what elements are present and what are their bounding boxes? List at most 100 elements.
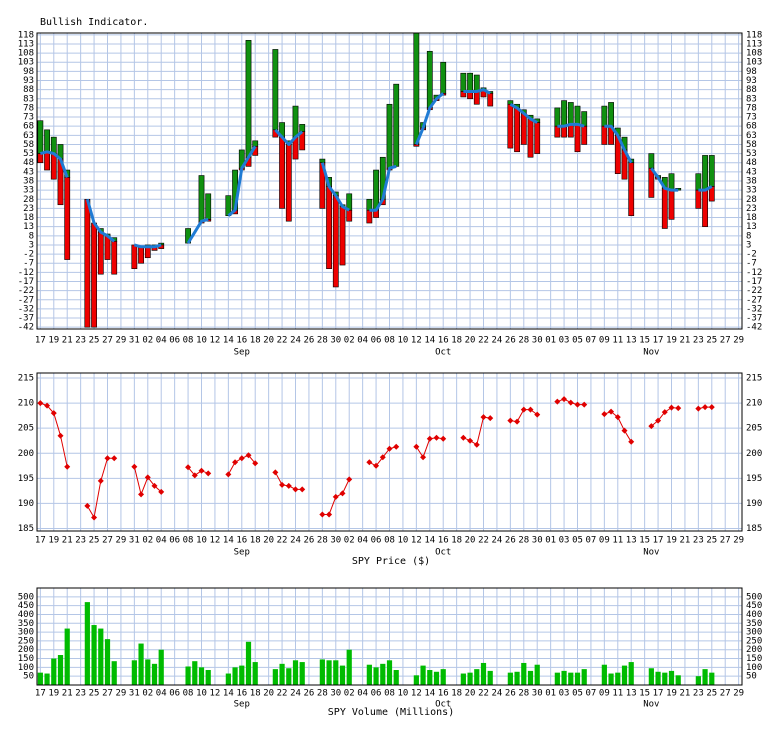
- x-tick-label: 06: [371, 689, 382, 699]
- x-tick-label: 22: [478, 336, 489, 346]
- x-tick-label: 10: [196, 536, 207, 546]
- volume-bar: [561, 670, 567, 685]
- x-tick-label: 24: [492, 336, 503, 346]
- x-tick-label: 18: [250, 336, 261, 346]
- bear-bar: [319, 162, 326, 209]
- volume-bar: [91, 625, 97, 685]
- volume-bar: [239, 665, 245, 685]
- x-tick-label: 20: [465, 536, 476, 546]
- x-tick-label: 19: [48, 536, 59, 546]
- x-tick-label: 18: [250, 536, 261, 546]
- bear-bar: [332, 195, 339, 288]
- volume-bar: [460, 673, 466, 685]
- x-tick-label: 24: [492, 689, 503, 699]
- y-tick-label: 83: [23, 94, 34, 104]
- x-tick-label: 31: [129, 536, 140, 546]
- volume-bar: [655, 671, 661, 685]
- bull-bar: [185, 228, 191, 244]
- indicator-line: [369, 164, 397, 212]
- x-tick-label: 18: [451, 536, 462, 546]
- x-tick-label: 30: [532, 689, 543, 699]
- x-tick-label: 08: [384, 536, 395, 546]
- price-marker: [379, 454, 386, 461]
- bear-bar: [702, 189, 708, 227]
- x-tick-label: 27: [102, 536, 113, 546]
- bull-bar: [205, 193, 212, 220]
- x-tick-label: 20: [465, 336, 476, 346]
- volume-bar: [225, 673, 231, 685]
- x-tick-label: 27: [720, 689, 731, 699]
- bull-bar: [272, 49, 279, 131]
- volume-bar: [64, 628, 70, 685]
- x-tick-label: 05: [572, 536, 583, 546]
- x-tick-label: 07: [586, 536, 597, 546]
- y-tick-label: 185: [18, 524, 34, 534]
- x-tick-label: 25: [706, 536, 717, 546]
- x-tick-label: 17: [35, 336, 46, 346]
- y-tick-label-right: 93: [746, 76, 757, 86]
- x-tick-label: 06: [169, 336, 180, 346]
- price-marker: [614, 414, 621, 421]
- y-tick-label: -32: [18, 304, 34, 314]
- bear-bar: [37, 153, 44, 164]
- bear-bar: [628, 162, 635, 217]
- bull-bar: [581, 111, 588, 127]
- price-line: [187, 466, 209, 476]
- volume-bar: [527, 670, 534, 685]
- price-marker: [473, 441, 480, 448]
- x-tick-label: 20: [465, 689, 476, 699]
- y-tick-label: -12: [18, 268, 34, 278]
- bull-bar: [413, 32, 420, 145]
- x-tick-label: 21: [62, 689, 73, 699]
- volume-bar: [279, 663, 285, 685]
- volume-bar: [326, 660, 332, 685]
- bull-bar: [393, 83, 400, 167]
- y-tick-label-right: 48: [746, 158, 757, 168]
- x-tick-label: 04: [156, 689, 167, 699]
- y-tick-label: 8: [29, 231, 34, 241]
- volume-bar: [521, 662, 527, 685]
- x-tick-label: 16: [236, 689, 247, 699]
- price-marker: [292, 486, 299, 493]
- bull-bar: [695, 173, 702, 191]
- x-tick-label: 01: [545, 336, 556, 346]
- y-tick-label: 113: [18, 39, 34, 49]
- x-group-label: Oct: [435, 348, 451, 358]
- y-tick-label: -17: [18, 277, 34, 287]
- y-tick-label-right: 33: [746, 186, 757, 196]
- x-tick-label: 28: [317, 536, 328, 546]
- bear-bar: [527, 118, 534, 158]
- bull-bar: [554, 107, 561, 127]
- y-tick-label: 103: [18, 58, 34, 68]
- volume-bar: [601, 664, 607, 685]
- y-tick-label: 300: [18, 628, 34, 638]
- bear-bar: [520, 113, 527, 145]
- volume-bar: [151, 663, 158, 685]
- y-tick-label-right: 38: [746, 177, 757, 187]
- bear-bar: [111, 240, 118, 275]
- x-tick-label: 15: [639, 336, 650, 346]
- x-tick-label: 04: [156, 536, 167, 546]
- x-group-label: Sep: [234, 348, 250, 358]
- y-tick-label-right: 83: [746, 94, 757, 104]
- volume-bar: [131, 660, 137, 685]
- bear-bar: [97, 231, 104, 275]
- x-tick-label: 17: [35, 536, 46, 546]
- price-marker: [520, 406, 527, 413]
- price-marker: [413, 443, 420, 450]
- bear-bar: [554, 125, 561, 138]
- x-tick-label: 24: [290, 536, 301, 546]
- price-marker: [205, 470, 212, 477]
- x-tick-label: 04: [357, 689, 368, 699]
- y-tick-label: 205: [18, 424, 34, 434]
- volume-bar: [467, 672, 473, 685]
- bear-bar: [661, 188, 668, 229]
- price-marker: [91, 514, 98, 521]
- indicator-line: [414, 92, 445, 146]
- x-tick-label: 08: [183, 689, 194, 699]
- y-tick-label-right: 190: [746, 499, 762, 509]
- x-tick-label: 07: [586, 336, 597, 346]
- x-tick-label: 22: [277, 536, 288, 546]
- x-tick-label: 24: [290, 689, 301, 699]
- y-tick-label: -2: [23, 250, 34, 260]
